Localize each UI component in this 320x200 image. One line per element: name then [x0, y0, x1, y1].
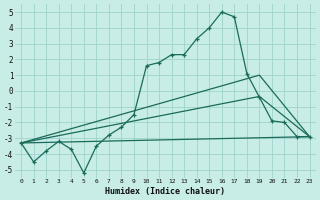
X-axis label: Humidex (Indice chaleur): Humidex (Indice chaleur)	[105, 187, 225, 196]
